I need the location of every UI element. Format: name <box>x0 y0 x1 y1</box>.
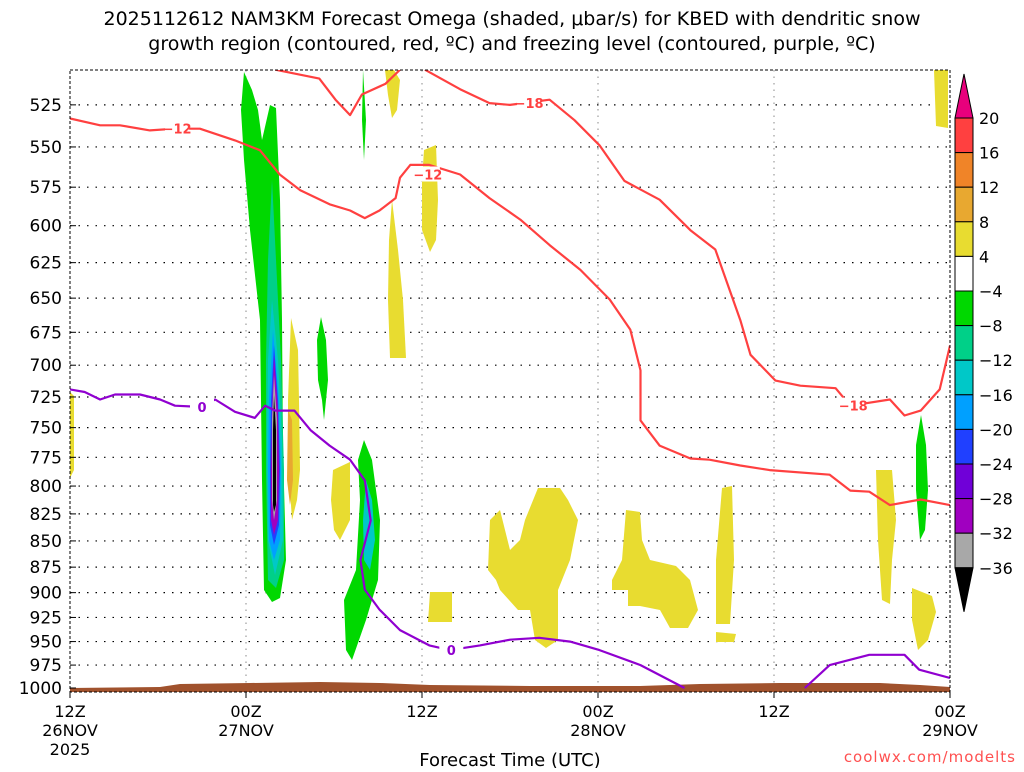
x-tick-label: 2025 <box>50 740 91 759</box>
colorbar: 20 16 12 8 4 −4 −8 −12 −16 −20 −24 −28 −32 −36 <box>954 73 1013 612</box>
y-tick-label-1000: 1000 <box>19 679 62 699</box>
y-tick-label-600: 600 <box>30 217 62 237</box>
x-tick-label: 28NOV <box>570 721 626 740</box>
y-tick-label-675: 675 <box>30 323 62 343</box>
colorbar-label: −36 <box>979 559 1013 578</box>
y-tick-label-825: 825 <box>30 505 62 525</box>
contour-dgz-minus12 <box>70 117 950 507</box>
omega-region-black <box>273 395 276 512</box>
colorbar-swatch <box>954 290 974 327</box>
colorbar-swatch <box>954 186 974 223</box>
contour-freezing-level-b <box>804 653 950 689</box>
y-tick-label-975: 975 <box>30 656 62 676</box>
colorbar-label: −28 <box>979 490 1013 509</box>
x-tick-label: 29NOV <box>922 721 978 740</box>
contour-label: −12 <box>163 123 192 138</box>
y-tick-label-700: 700 <box>30 356 62 376</box>
contour-label-bg <box>841 397 866 413</box>
x-tick-label: 12Z <box>406 702 437 721</box>
colorbar-swatch <box>954 117 974 154</box>
colorbar-label: −16 <box>979 386 1013 405</box>
y-tick-label-900: 900 <box>30 584 62 604</box>
colorbar-label: −8 <box>979 317 1003 336</box>
y-tick-label-625: 625 <box>30 254 62 274</box>
colorbar-label: −20 <box>979 420 1013 439</box>
x-tick-label: 26NOV <box>42 721 98 740</box>
colorbar-label: −4 <box>979 282 1003 301</box>
colorbar-label: 20 <box>979 109 999 128</box>
terrain-surface <box>70 682 950 692</box>
colorbar-swatch <box>954 394 974 430</box>
y-tick-label-850: 850 <box>30 532 62 552</box>
contour-label-bg <box>190 398 214 414</box>
colorbar-swatch <box>954 498 974 534</box>
contour-lines: −12 −12 −18 −18 0 0 <box>70 70 950 689</box>
x-tick-label: 00Z <box>934 702 965 721</box>
colorbar-label: 12 <box>979 178 999 197</box>
contour-label: 0 <box>197 401 206 416</box>
contour-label-bg <box>439 642 464 658</box>
x-tick-label: 12Z <box>758 702 789 721</box>
omega-shading <box>70 70 948 660</box>
colorbar-label: 16 <box>979 144 999 163</box>
contour-label-bg <box>517 95 542 111</box>
colorbar-label: −12 <box>979 351 1013 370</box>
credit-text: coolwx.com/modelts <box>844 748 1016 766</box>
plot-area: −12 −12 −18 −18 0 0 525 550 575 600 625 650 675 700 7… <box>19 69 978 759</box>
y-tick-label-650: 650 <box>30 289 62 309</box>
y-tick-label-875: 875 <box>30 558 62 578</box>
colorbar-swatch <box>954 463 974 500</box>
chart-title-line1: 2025112612 NAM3KM Forecast Omega (shaded… <box>103 8 920 30</box>
contour-dgz-minus18-a <box>275 70 401 117</box>
x-tick-label: 12Z <box>54 702 85 721</box>
y-tick-label-800: 800 <box>30 477 62 497</box>
y-tick-label-750: 750 <box>30 419 62 439</box>
x-tick-label: 00Z <box>230 702 261 721</box>
colorbar-label: 8 <box>979 213 989 232</box>
colorbar-swatch <box>954 152 974 188</box>
contour-label-bg <box>415 166 440 182</box>
contour-label: −18 <box>839 400 868 415</box>
y-tick-label-725: 725 <box>30 388 62 408</box>
y-tick-label-775: 775 <box>30 448 62 468</box>
y-tick-label-550: 550 <box>30 138 62 158</box>
x-tick-label: 27NOV <box>218 721 274 740</box>
colorbar-bottom-arrow <box>954 567 974 612</box>
colorbar-swatch <box>954 532 974 569</box>
colorbar-top-arrow <box>954 73 974 119</box>
colorbar-swatch <box>954 255 974 292</box>
y-tick-label-525: 525 <box>30 96 62 116</box>
colorbar-swatch <box>954 221 974 257</box>
x-tick-label: 00Z <box>582 702 613 721</box>
chart-title-line2: growth region (contoured, red, ºC) and f… <box>148 33 875 55</box>
colorbar-swatch <box>954 428 974 465</box>
contour-label: −12 <box>413 169 442 184</box>
y-tick-label-575: 575 <box>30 178 62 198</box>
colorbar-swatch <box>954 359 974 396</box>
plot-frame <box>69 69 951 693</box>
colorbar-label: −24 <box>979 455 1013 474</box>
colorbar-swatch <box>954 325 974 361</box>
contour-label: 0 <box>447 644 456 659</box>
y-tick-label-950: 950 <box>30 633 62 653</box>
y-tick-label-925: 925 <box>30 608 62 628</box>
colorbar-label: 4 <box>979 247 989 266</box>
x-axis-label: Forecast Time (UTC) <box>419 750 600 768</box>
axes: 525 550 575 600 625 650 675 700 725 750 775 800 825 8… <box>19 96 978 759</box>
contour-label-bg <box>165 120 190 136</box>
contour-freezing-level-a <box>70 388 686 689</box>
contour-label: −18 <box>515 97 544 112</box>
colorbar-label: −32 <box>979 524 1013 543</box>
